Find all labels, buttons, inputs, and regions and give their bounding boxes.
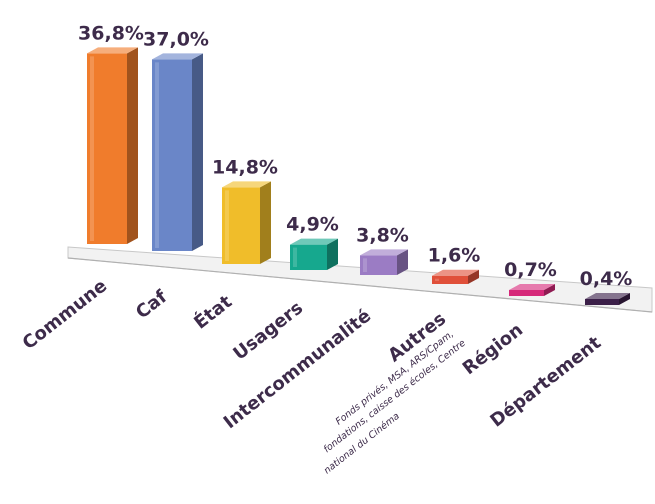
category-label-usagers: Usagers bbox=[229, 297, 307, 364]
bars-group bbox=[87, 47, 630, 305]
value-labels-group: 36,8% 37,0% 14,8% 4,9% 3,8% 1,6% 0,7% 0,4% bbox=[78, 22, 632, 290]
category-label-region: Région bbox=[459, 319, 527, 379]
value-label-usagers: 4,9% bbox=[286, 214, 339, 236]
bar-autres bbox=[432, 269, 479, 284]
bar-front-region bbox=[509, 290, 544, 296]
bar-highlight-caf bbox=[155, 62, 159, 249]
bar-front-autres bbox=[432, 275, 468, 284]
bar-front-intercommunalite bbox=[360, 255, 397, 275]
bar-side-usagers bbox=[327, 238, 338, 270]
bar-side-departement bbox=[619, 293, 630, 305]
bar-highlight-intercommunalite bbox=[363, 258, 367, 272]
bar-intercommunalite bbox=[360, 249, 408, 275]
value-label-etat: 14,8% bbox=[212, 156, 278, 178]
bar-highlight-usagers bbox=[293, 247, 297, 267]
bar-top-usagers bbox=[290, 238, 338, 245]
bar-side-commune bbox=[127, 47, 138, 244]
bar-side-region bbox=[544, 284, 555, 296]
value-label-autres: 1,6% bbox=[428, 245, 481, 267]
category-label-commune: Commune bbox=[19, 275, 111, 354]
category-label-caf: Caf bbox=[132, 286, 171, 323]
category-label-etat: État bbox=[190, 290, 237, 333]
bar-top-departement bbox=[585, 293, 630, 299]
bar-side-intercommunalite bbox=[397, 249, 408, 275]
bar-top-etat bbox=[222, 181, 271, 188]
bar-etat bbox=[222, 181, 271, 264]
value-label-intercommunalite: 3,8% bbox=[356, 224, 409, 246]
bar-caf bbox=[152, 53, 203, 252]
bar-highlight-autres bbox=[435, 278, 439, 281]
bar-side-caf bbox=[192, 53, 203, 252]
bar-side-autres bbox=[468, 269, 479, 284]
bar-highlight-etat bbox=[225, 190, 229, 261]
bar-departement bbox=[585, 293, 630, 305]
bar-commune bbox=[87, 47, 138, 244]
value-label-caf: 37,0% bbox=[143, 28, 209, 50]
value-label-commune: 36,8% bbox=[78, 22, 144, 44]
bar-highlight-commune bbox=[90, 56, 94, 241]
bar-region bbox=[509, 284, 555, 296]
value-label-region: 0,7% bbox=[504, 259, 557, 281]
bar-front-departement bbox=[585, 299, 619, 305]
bar-usagers bbox=[290, 238, 338, 270]
value-label-departement: 0,4% bbox=[580, 268, 633, 290]
bar-top-caf bbox=[152, 53, 203, 60]
bar-top-intercommunalite bbox=[360, 249, 408, 256]
bar-top-region bbox=[509, 284, 555, 290]
bar-top-commune bbox=[87, 47, 138, 54]
floor-front-edge bbox=[67, 257, 653, 313]
bar-side-etat bbox=[260, 181, 271, 264]
bar-top-autres bbox=[432, 269, 479, 276]
